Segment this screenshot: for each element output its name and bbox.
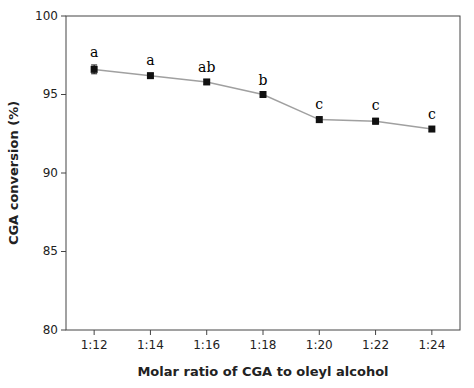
error-bar: [316, 117, 322, 123]
x-tick-label: 1:22: [362, 338, 389, 352]
y-tick: [61, 94, 66, 95]
plot-area: [91, 65, 436, 133]
annotation: b: [259, 72, 268, 88]
annotation: a: [146, 52, 154, 68]
error-cap: [91, 64, 97, 65]
y-tick-label: 100: [35, 9, 58, 23]
point-marker: [372, 118, 379, 125]
point-marker: [260, 91, 267, 98]
y-tick-label: 80: [43, 323, 58, 337]
x-tick-label: 1:18: [250, 338, 277, 352]
x-tick: [319, 330, 320, 335]
series-line: [94, 69, 432, 129]
x-tick-label: 1:16: [193, 338, 220, 352]
x-tick: [431, 330, 432, 335]
x-tick: [375, 330, 376, 335]
error-cap: [91, 73, 97, 74]
x-tick: [206, 330, 207, 335]
annotation: a: [90, 44, 98, 60]
annotation: c: [315, 96, 323, 112]
x-tick-label: 1:14: [137, 338, 164, 352]
y-tick: [61, 173, 66, 174]
x-axis-label: Molar ratio of CGA to oleyl alcohol: [137, 364, 388, 379]
y-tick-label: 90: [43, 166, 58, 180]
annotation: ab: [198, 59, 215, 75]
y-axis-label: CGA conversion (%): [6, 101, 21, 245]
x-tick: [263, 330, 264, 335]
annotation: c: [372, 97, 380, 113]
y-tick: [61, 251, 66, 252]
y-tick: [61, 330, 66, 331]
y-tick-label: 95: [43, 87, 58, 101]
x-tick-label: 1:20: [306, 338, 333, 352]
chart-container: 80 85 90 95 100 1:12 1:14 1:16 1:18 1:20 1:22 1:24 M…: [0, 0, 474, 388]
annotation: c: [428, 106, 436, 122]
chart: 80 85 90 95 100 1:12 1:14 1:16 1:18 1:20 1:22 1:24 M…: [0, 0, 474, 388]
error-bar: [373, 118, 379, 124]
x-tick-label: 1:12: [81, 338, 108, 352]
point-marker: [428, 126, 435, 133]
x-tick-label: 1:24: [418, 338, 445, 352]
y-tick-label: 85: [43, 244, 58, 258]
error-bar: [91, 65, 97, 74]
point-marker: [316, 116, 323, 123]
x-tick: [150, 330, 151, 335]
x-tick: [94, 330, 95, 335]
point-marker: [147, 72, 154, 79]
y-tick: [61, 16, 66, 17]
point-marker: [203, 78, 210, 85]
plot-frame: [66, 16, 460, 330]
point-marker: [91, 66, 98, 73]
